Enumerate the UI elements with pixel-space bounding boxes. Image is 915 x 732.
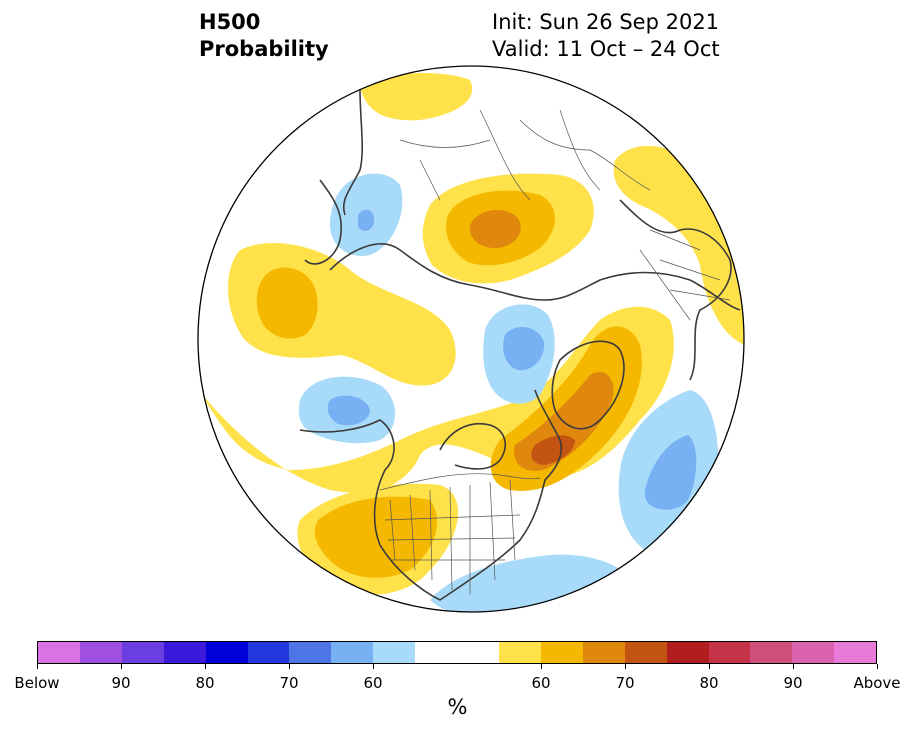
map-disk-outline <box>197 65 745 613</box>
colorbar-swatch <box>666 642 709 663</box>
colorbar-tick-label: 60 <box>531 674 551 692</box>
colorbar-swatch <box>540 642 583 663</box>
border-us-states-1 <box>389 479 516 595</box>
anomaly-east-siberia-low-core <box>358 209 375 231</box>
colorbar-swatch <box>121 642 164 663</box>
colorbar-tick-mark <box>36 664 38 669</box>
asia-interior-coast <box>342 89 364 216</box>
border-asia-3 <box>399 139 491 201</box>
north-america-coast <box>299 389 563 601</box>
map-title: H500 Probability <box>199 9 329 63</box>
anomaly-east-peak <box>531 435 575 465</box>
colorbar-tick-label: 80 <box>195 674 215 692</box>
colorbar-swatch <box>247 642 290 663</box>
border-asia-1 <box>519 119 651 191</box>
colorbar-tick-mark <box>876 664 878 669</box>
border-europe-1 <box>639 229 731 321</box>
colorbar-tick-label: 90 <box>111 674 131 692</box>
europe-coast <box>619 199 732 381</box>
greenland-coast <box>551 340 625 430</box>
init-date: Init: Sun 26 Sep 2021 <box>492 10 720 34</box>
colorbar-tick-mark <box>288 664 290 669</box>
colorbar-swatch <box>373 642 416 663</box>
colorbar-swatch <box>205 642 248 663</box>
colorbar-tick-mark <box>792 664 794 669</box>
variable-label: H500 <box>199 10 261 34</box>
colorbar-swatch <box>792 642 835 663</box>
anomaly-pacific-core <box>256 267 318 339</box>
valid-period: Valid: 11 Oct – 24 Oct <box>492 37 720 61</box>
colorbar-unit: % <box>447 695 468 719</box>
hudson-bay-coast <box>439 423 506 470</box>
below-normal-region <box>298 173 719 612</box>
colorbar-swatch <box>457 642 499 663</box>
colorbar-swatch <box>415 642 458 663</box>
anomaly-siberia-peak <box>469 209 521 249</box>
colorbar-swatch <box>498 642 541 663</box>
product-label: Probability <box>199 37 329 61</box>
polar-map <box>197 65 745 613</box>
border-asia-2 <box>479 109 601 201</box>
colorbar-tick-mark <box>624 664 626 669</box>
map-dates: Init: Sun 26 Sep 2021 Valid: 11 Oct – 24… <box>492 9 720 63</box>
colorbar-tick-mark <box>372 664 374 669</box>
colorbar-tick-label: Above <box>853 674 901 692</box>
colorbar-tick-label: 70 <box>279 674 299 692</box>
colorbar-swatch <box>834 642 877 663</box>
colorbar-tick-label: 60 <box>363 674 383 692</box>
colorbar-tick-label: 90 <box>783 674 803 692</box>
colorbar-swatch <box>582 642 625 663</box>
colorbar-swatch <box>750 642 793 663</box>
colorbar-tick-label: 80 <box>699 674 719 692</box>
anomaly-top-band <box>360 73 473 121</box>
kamchatka-coast <box>304 179 343 265</box>
anomaly-us-core <box>314 496 438 578</box>
colorbar-swatch <box>38 642 80 663</box>
colorbar-tick-mark <box>708 664 710 669</box>
border-canada-us <box>379 473 541 491</box>
colorbar-swatch <box>79 642 122 663</box>
colorbar-swatch <box>331 642 374 663</box>
coastlines <box>299 89 741 601</box>
colorbar-tick-label: Below <box>14 674 60 692</box>
anomaly-atlantic-low-core <box>644 435 697 510</box>
political-borders <box>379 109 731 595</box>
colorbar-tick-mark <box>540 664 542 669</box>
siberia-coast <box>329 243 741 311</box>
colorbar-tick-label: 70 <box>615 674 635 692</box>
anomaly-alaska-low-core <box>327 395 370 426</box>
colorbar-swatch <box>624 642 667 663</box>
colorbar-swatch <box>708 642 751 663</box>
probability-colorbar <box>37 641 877 664</box>
colorbar-tick-mark <box>120 664 122 669</box>
colorbar-swatch <box>163 642 206 663</box>
colorbar-swatch <box>289 642 332 663</box>
anomaly-arctic-low-core <box>503 326 545 371</box>
colorbar-tick-mark <box>204 664 206 669</box>
border-us-states-2 <box>384 514 521 561</box>
